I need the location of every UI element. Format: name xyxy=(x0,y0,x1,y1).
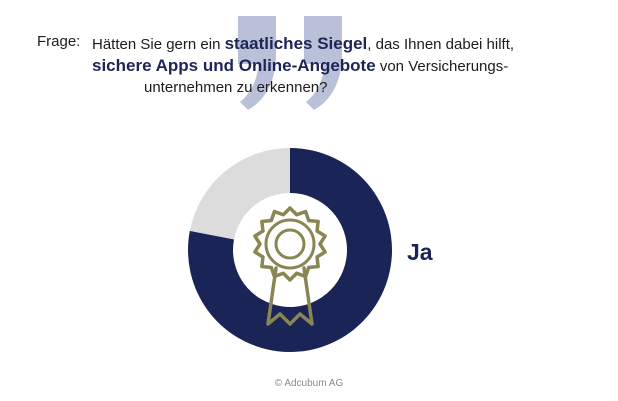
question-part-4: unternehmen zu erkennen? xyxy=(144,79,328,96)
question-text: Hätten Sie gern ein staatliches Siegel, … xyxy=(92,33,592,98)
donut-slice-ja xyxy=(188,148,392,352)
copyright: © Adcubum AG xyxy=(274,378,344,389)
question-part-2: , das Ihnen dabei hilft, xyxy=(367,36,515,53)
question-part-3: von Versicherungs- xyxy=(375,58,509,75)
data-label-percent: 78% xyxy=(348,242,390,265)
award-rosette-icon xyxy=(253,206,327,326)
question-label: Frage: xyxy=(37,33,81,50)
donut-chart: 78% Ja xyxy=(188,148,433,352)
question-highlight-2: sichere Apps und Online-Angebote xyxy=(92,56,376,75)
data-label-category: Ja xyxy=(407,239,433,265)
quotation-mark-icon xyxy=(238,16,342,110)
question-highlight-1: staatliches Siegel xyxy=(224,34,368,53)
donut-slice-other xyxy=(189,148,290,240)
question-part-1: Hätten Sie gern ein xyxy=(92,36,225,53)
